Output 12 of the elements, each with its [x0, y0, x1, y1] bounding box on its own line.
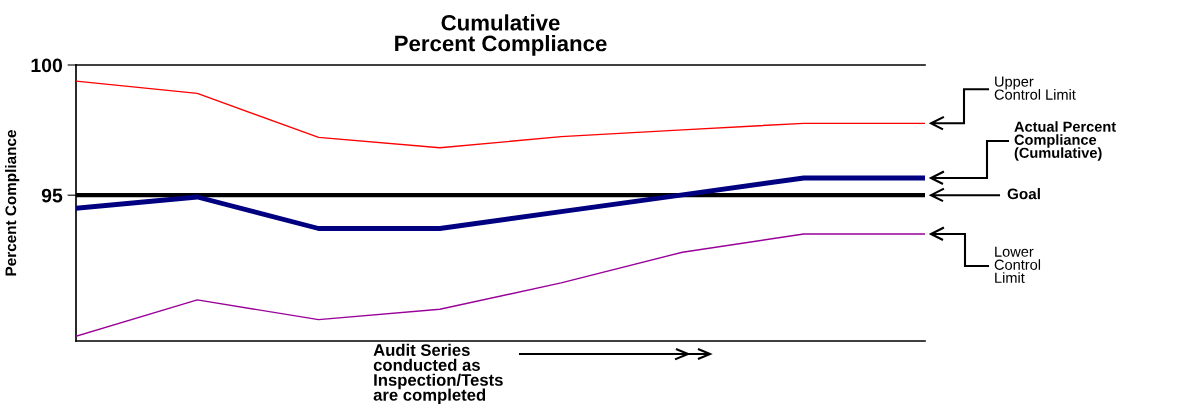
- text: Lower Control Limit: [994, 246, 1041, 283]
- y-tick-label: 95: [41, 188, 63, 203]
- ref-line-label: Goal: [1007, 188, 1040, 200]
- line-series: [76, 175, 925, 231]
- y-axis-title: Percent Compliance: [5, 130, 20, 276]
- text: Actual Percent Compliance (Cumulative): [1014, 121, 1116, 161]
- text: Upper Control Limit: [994, 76, 1076, 100]
- line-series: [76, 233, 925, 338]
- x-axis-title: Audit Series conducted as Inspection/Tests are completed: [373, 343, 503, 405]
- chart-title: Cumulative Percent Compliance: [395, 14, 607, 56]
- y-tick-label: 100: [31, 58, 63, 73]
- line-series: [76, 80, 925, 149]
